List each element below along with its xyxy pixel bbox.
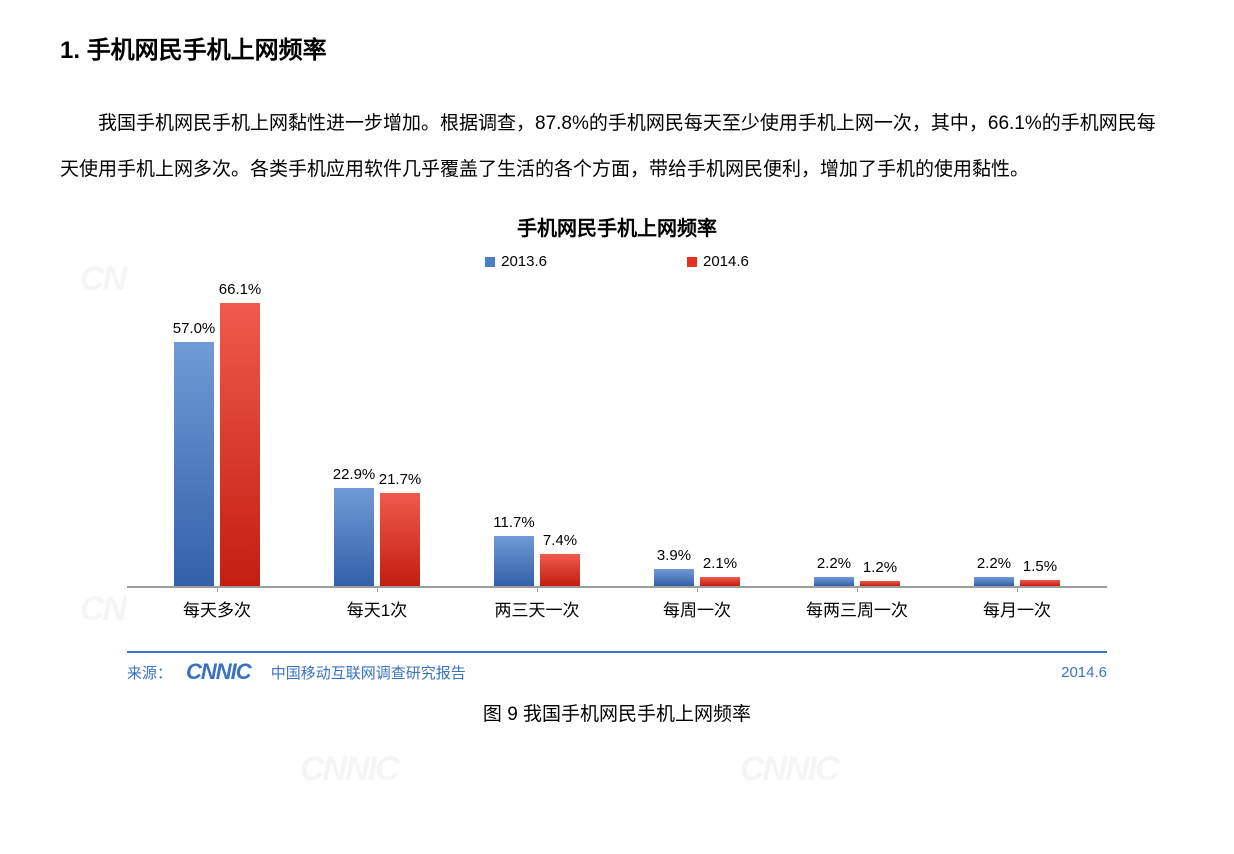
- x-axis-category: 每月一次: [937, 596, 1097, 621]
- bar-group: 11.7%7.4%: [457, 536, 617, 586]
- cnnic-logo: CNNIC: [186, 659, 251, 685]
- bar-group: 2.2% 1.2%: [777, 577, 937, 586]
- bar-group: 2.2% 1.5%: [937, 577, 1097, 586]
- bar-value-label: 1.5%: [1023, 558, 1057, 575]
- bar-group: 22.9%21.7%: [297, 488, 457, 586]
- bar-value-label: 2.2%: [817, 555, 851, 572]
- bar: 7.4%: [540, 554, 580, 586]
- watermark: CNNIC: [300, 750, 398, 789]
- bar: 22.9%: [334, 488, 374, 586]
- bar: 2.1%: [700, 577, 740, 586]
- legend-label: 2013.6: [501, 253, 547, 270]
- source-line: 来源： CNNIC 中国移动互联网调查研究报告 2014.6: [127, 651, 1107, 685]
- chart-x-axis: 每天多次每天1次两三天一次每周一次每两三周一次每月一次: [127, 596, 1107, 621]
- chart-legend: 2013.6 2014.6: [127, 253, 1107, 270]
- bar-value-label: 7.4%: [543, 532, 577, 549]
- bar: 3.9%: [654, 569, 694, 586]
- x-axis-category: 每天1次: [297, 596, 457, 621]
- bar-value-label: 22.9%: [333, 466, 376, 483]
- bar: 2.2%: [814, 577, 854, 586]
- bar-value-label: 11.7%: [493, 514, 534, 531]
- legend-item-2013: 2013.6: [485, 253, 547, 270]
- chart-title: 手机网民手机上网频率: [127, 212, 1107, 241]
- bar-value-label: 21.7%: [379, 471, 422, 488]
- bar: 11.7%: [494, 536, 534, 586]
- watermark: CNNIC: [740, 750, 838, 789]
- source-description: 中国移动互联网调查研究报告: [271, 662, 466, 683]
- bar-value-label: 2.2%: [977, 555, 1011, 572]
- x-axis-category: 每天多次: [137, 596, 297, 621]
- legend-swatch-icon: [485, 257, 495, 267]
- body-paragraph: 我国手机网民手机上网黏性进一步增加。根据调查，87.8%的手机网民每天至少使用手…: [50, 101, 1184, 192]
- legend-item-2014: 2014.6: [687, 253, 749, 270]
- legend-swatch-icon: [687, 257, 697, 267]
- bar: 66.1%: [220, 303, 260, 586]
- bar-value-label: 2.1%: [703, 555, 737, 572]
- bar: 21.7%: [380, 493, 420, 586]
- bar-value-label: 3.9%: [657, 547, 691, 564]
- bar-value-label: 57.0%: [173, 320, 216, 337]
- section-heading: 1. 手机网民手机上网频率: [60, 30, 1184, 65]
- chart-container: 手机网民手机上网频率 2013.6 2014.6 57.0%66.1%22.9%…: [127, 212, 1107, 726]
- legend-label: 2014.6: [703, 253, 749, 270]
- figure-caption: 图 9 我国手机网民手机上网频率: [127, 699, 1107, 726]
- heading-text: 手机网民手机上网频率: [87, 37, 327, 64]
- bar: 57.0%: [174, 342, 214, 586]
- chart-plot-area: 57.0%66.1%22.9%21.7%11.7%7.4%3.9%2.1%2.2…: [127, 288, 1107, 588]
- bar-value-label: 66.1%: [219, 281, 262, 298]
- bar: 1.5%: [1020, 580, 1060, 586]
- x-axis-category: 每两三周一次: [777, 596, 937, 621]
- heading-number: 1.: [60, 37, 80, 64]
- bar-value-label: 1.2%: [863, 559, 897, 576]
- x-axis-category: 两三天一次: [457, 596, 617, 621]
- x-axis-category: 每周一次: [617, 596, 777, 621]
- bar: 2.2%: [974, 577, 1014, 586]
- source-label: 来源：: [127, 662, 172, 683]
- bar: 1.2%: [860, 581, 900, 586]
- bar-group: 3.9% 2.1%: [617, 569, 777, 586]
- bar-group: 57.0%66.1%: [137, 303, 297, 586]
- source-date: 2014.6: [1061, 664, 1107, 681]
